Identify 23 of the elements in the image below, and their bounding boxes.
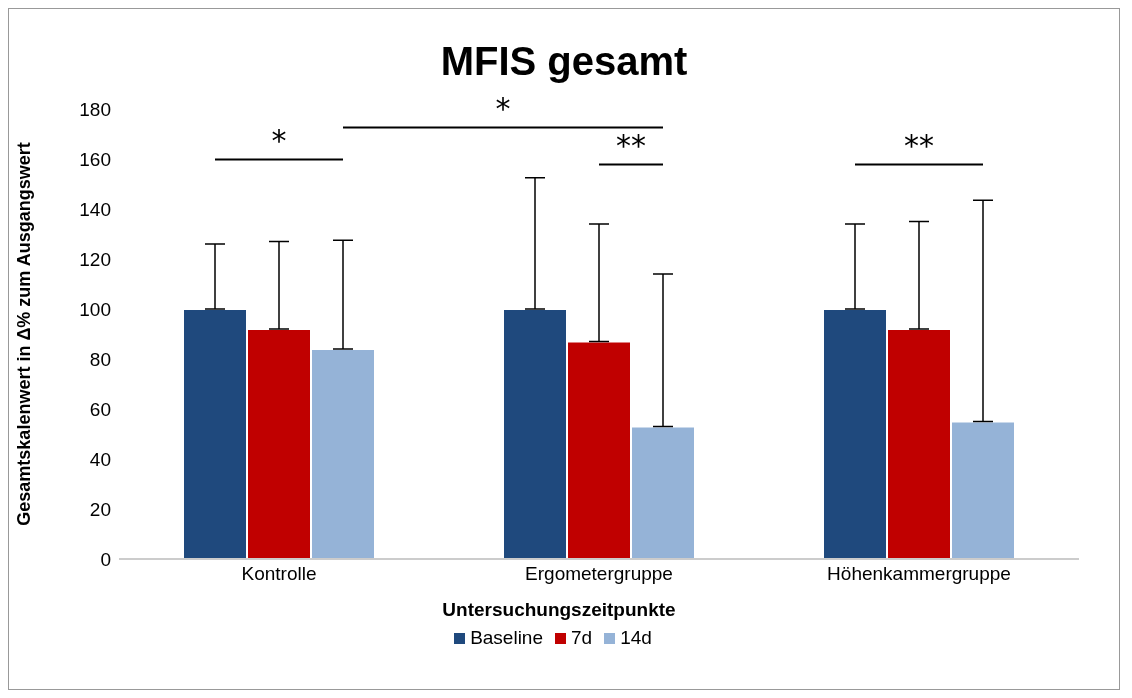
y-tick-label: 180: [79, 98, 111, 120]
x-tick-label: Höhenkammergruppe: [827, 563, 1011, 585]
y-tick-label: 40: [89, 448, 111, 470]
y-tick-label: 80: [89, 348, 111, 370]
x-tick-label: Ergometergruppe: [525, 563, 673, 585]
y-tick-label: 120: [79, 248, 111, 270]
legend-label: 7d: [570, 627, 593, 648]
annotation: *: [494, 90, 512, 126]
y-tick-label: 0: [100, 548, 111, 570]
annotation: *: [270, 123, 288, 158]
annotation: **: [903, 128, 935, 163]
x-tick-label: Kontrolle: [241, 563, 317, 585]
y-tick-label: 140: [79, 198, 111, 220]
legend-label: 14d: [619, 627, 652, 648]
y-axis-title: Gesamtskalenwert in Δ% zum Ausgangswert: [14, 142, 35, 526]
y-tick-label: 160: [79, 148, 111, 170]
legend-label: Baseline: [469, 627, 544, 648]
legend-title: Untersuchungszeitpunkte: [441, 599, 677, 621]
annotation: **: [615, 128, 647, 163]
chart-title: MFIS gesamt: [439, 39, 689, 84]
y-tick-label: 100: [79, 298, 111, 320]
y-tick-label: 60: [89, 398, 111, 420]
y-tick-label: 20: [89, 498, 111, 520]
